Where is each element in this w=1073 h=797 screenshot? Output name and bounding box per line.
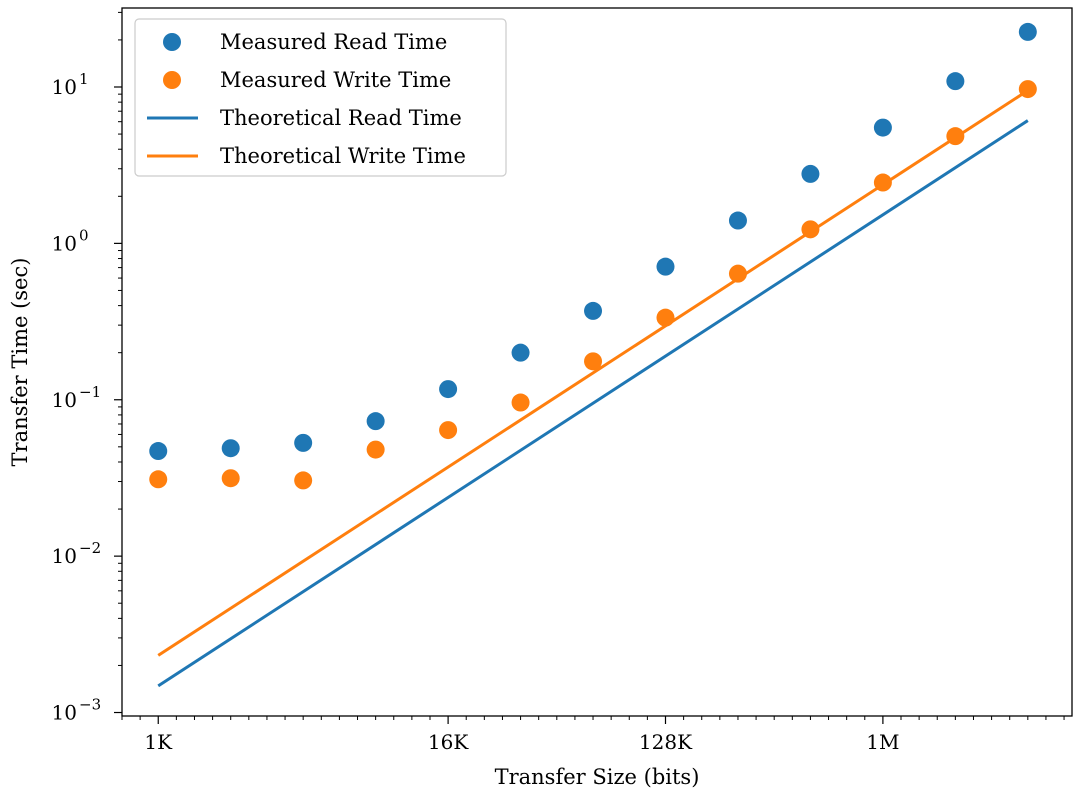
x-axis-label: Transfer Size (bits): [495, 765, 700, 789]
data-point: [1018, 80, 1037, 99]
data-point: [366, 412, 385, 431]
data-point: [656, 257, 675, 276]
data-point: [221, 439, 240, 458]
y-tick-label: 10: [52, 701, 77, 725]
data-point: [294, 433, 313, 452]
y-tick-exponent: −2: [79, 539, 101, 557]
data-point: [149, 442, 168, 461]
series-line-1: [157, 119, 1029, 688]
y-tick-label: 10: [52, 388, 77, 412]
data-point: [801, 164, 820, 183]
data-point: [366, 440, 385, 459]
x-tick-label: 128K: [639, 730, 693, 754]
legend-box: [134, 18, 507, 177]
plot-area: [149, 22, 1037, 688]
data-point: [873, 173, 892, 192]
data-point: [149, 470, 168, 489]
data-point: [221, 469, 240, 488]
x-tick-label: 1K: [144, 730, 173, 754]
data-point: [728, 211, 747, 230]
y-tick-label: 10: [52, 231, 77, 255]
data-point: [801, 220, 820, 239]
x-tick-label: 16K: [428, 730, 469, 754]
data-point: [656, 308, 675, 327]
y-tick-exponent: 0: [79, 226, 89, 244]
data-point: [946, 72, 965, 91]
y-tick-exponent: 1: [79, 70, 89, 88]
y-tick-exponent: −1: [79, 383, 101, 401]
data-point: [439, 421, 458, 440]
legend-label: Measured Read Time: [220, 30, 447, 54]
data-point: [873, 118, 892, 137]
data-point: [294, 471, 313, 490]
legend: Measured Read Time Measured Write Time The…: [134, 18, 507, 177]
x-tick-label: 1M: [866, 730, 899, 754]
legend-label: Measured Write Time: [220, 68, 451, 92]
legend-marker: [163, 71, 181, 89]
data-point: [511, 343, 530, 362]
legend-marker: [163, 33, 181, 51]
data-point: [511, 393, 530, 412]
y-tick-label: 10: [52, 544, 77, 568]
plot-frame: [121, 7, 1073, 717]
data-point: [946, 127, 965, 146]
data-point: [584, 301, 603, 320]
data-point: [584, 352, 603, 371]
legend-label: Theoretical Write Time: [220, 144, 466, 168]
y-axis-label: Transfer Time (sec): [8, 258, 32, 467]
y-tick-exponent: −3: [79, 696, 101, 714]
y-tick-label: 10: [52, 75, 77, 99]
legend-label: Theoretical Read Time: [220, 106, 462, 130]
data-point: [439, 380, 458, 399]
data-point: [1018, 22, 1037, 41]
x-axis: 1K 16K 128K 1M: [121, 716, 1065, 754]
data-point: [728, 264, 747, 283]
